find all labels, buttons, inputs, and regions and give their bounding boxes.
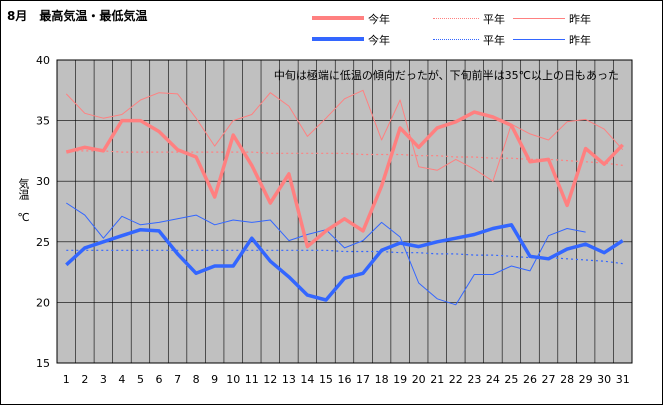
x-tick-label: 29 (579, 373, 593, 386)
x-tick-label: 8 (193, 373, 200, 386)
y-tick-label: 35 (36, 115, 50, 128)
x-tick-label: 26 (523, 373, 537, 386)
x-tick-label: 12 (263, 373, 277, 386)
series-line-max-thin (65, 89, 624, 182)
x-tick-label: 3 (100, 373, 107, 386)
x-tick-label: 24 (486, 373, 500, 386)
x-tick-label: 13 (282, 373, 296, 386)
x-tick-label: 11 (245, 373, 259, 386)
y-tick-label: 40 (36, 54, 50, 67)
x-tick-label: 9 (211, 373, 218, 386)
x-tick-label: 1 (63, 373, 70, 386)
y-tick-label: 30 (36, 175, 50, 188)
x-tick-label: 28 (560, 373, 574, 386)
x-tick-label: 21 (430, 373, 444, 386)
y-tick-label: 15 (36, 357, 50, 370)
x-tick-label: 18 (375, 373, 389, 386)
x-tick-label: 25 (504, 373, 518, 386)
x-tick-label: 31 (616, 373, 630, 386)
x-tick-label: 22 (449, 373, 463, 386)
x-tick-label: 30 (597, 373, 611, 386)
x-tick-label: 19 (393, 373, 407, 386)
x-tick-label: 16 (338, 373, 352, 386)
series-line-max-thick (65, 110, 624, 249)
series-line-min-thick (65, 223, 624, 302)
legend-min: 今年 平年 昨年 (312, 32, 652, 47)
chart-title: 8月 最高気温・最低気温 (7, 9, 148, 23)
x-tick-label: 17 (356, 373, 370, 386)
legend-max: 今年 平年 昨年 (312, 11, 652, 26)
x-tick-label: 20 (412, 373, 426, 386)
x-tick-label: 15 (319, 373, 333, 386)
x-tick-label: 5 (137, 373, 144, 386)
x-tick-label: 7 (174, 373, 181, 386)
y-tick-label: 25 (36, 236, 50, 249)
x-tick-label: 14 (300, 373, 314, 386)
chart-annotation: 中旬は極端に低温の傾向だったが、下旬前半は35℃以上の日もあった (274, 68, 619, 82)
x-tick-label: 4 (118, 373, 125, 386)
x-tick-label: 10 (226, 373, 240, 386)
x-tick-label: 6 (156, 373, 163, 386)
x-tick-label: 23 (467, 373, 481, 386)
x-tick-label: 2 (81, 373, 88, 386)
y-axis-label: 気温 ℃ (17, 178, 30, 224)
plot-area (56, 59, 633, 364)
y-tick-label: 20 (36, 296, 50, 309)
x-tick-label: 27 (542, 373, 556, 386)
